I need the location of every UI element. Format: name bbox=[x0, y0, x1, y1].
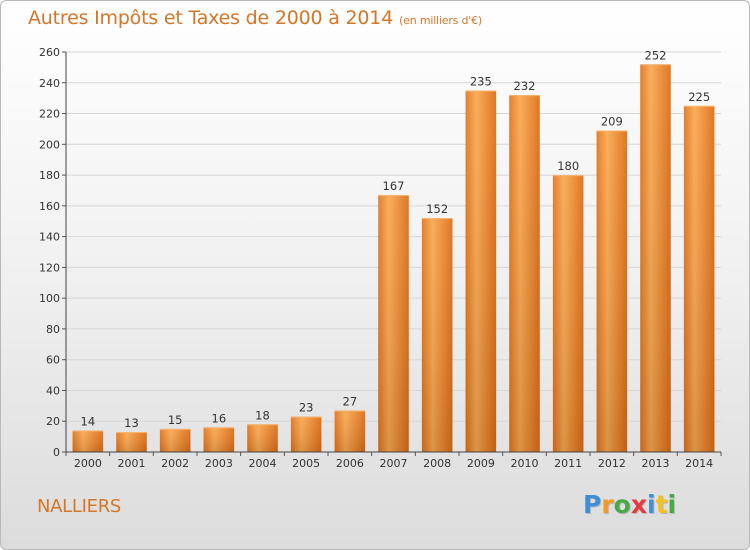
x-tick-label: 2014 bbox=[685, 457, 713, 470]
y-tick-label: 120 bbox=[39, 261, 60, 274]
bar-shade bbox=[509, 95, 540, 453]
logo-letter: i bbox=[667, 490, 677, 519]
data-label: 209 bbox=[601, 114, 623, 128]
data-label: 252 bbox=[645, 48, 667, 62]
y-tick-label: 100 bbox=[39, 292, 60, 305]
x-tick-label: 2007 bbox=[380, 457, 408, 470]
x-tick-label: 2013 bbox=[642, 457, 670, 470]
logo-letter: r bbox=[601, 490, 614, 519]
bar-shade bbox=[378, 195, 409, 453]
x-tick-label: 2005 bbox=[292, 457, 320, 470]
data-label: 235 bbox=[470, 74, 492, 88]
y-tick-label: 40 bbox=[46, 384, 60, 397]
commune-name: NALLIERS bbox=[37, 496, 122, 517]
y-tick-label: 220 bbox=[39, 108, 60, 121]
y-tick-label: 60 bbox=[46, 354, 60, 367]
x-tick-label: 2000 bbox=[74, 457, 102, 470]
y-tick-label: 20 bbox=[46, 415, 60, 428]
x-tick-label: 2004 bbox=[249, 457, 277, 470]
x-tick-label: 2006 bbox=[336, 457, 364, 470]
y-tick-label: 180 bbox=[39, 169, 60, 182]
y-tick-label: 140 bbox=[39, 231, 60, 244]
logo-letter: x bbox=[630, 490, 647, 519]
bar-shade bbox=[290, 416, 322, 452]
x-tick-label: 2002 bbox=[161, 457, 189, 470]
bar-shade bbox=[247, 424, 278, 452]
y-tick-label: 240 bbox=[39, 77, 60, 90]
y-tick-label: 260 bbox=[39, 46, 60, 59]
bar-shade bbox=[465, 90, 497, 452]
bar-shade bbox=[334, 410, 366, 452]
data-label: 232 bbox=[514, 79, 536, 93]
bar-shade bbox=[72, 430, 104, 452]
x-axis: 2000 2001 2002 2003 2004 2005 2006 2007 2008 2009… bbox=[65, 451, 722, 470]
y-tick-label: 0 bbox=[53, 446, 60, 459]
bar-shade bbox=[203, 427, 235, 452]
y-tick-label: 200 bbox=[39, 138, 60, 151]
logo-letter: P bbox=[583, 490, 602, 519]
proxiti-logo[interactable]: Proxiti bbox=[583, 490, 676, 519]
x-tick-label: 2009 bbox=[467, 457, 495, 470]
x-tick-label: 2008 bbox=[423, 457, 451, 470]
data-label: 14 bbox=[81, 414, 96, 428]
data-label: 15 bbox=[168, 413, 183, 427]
logo-letter: i bbox=[647, 490, 656, 519]
data-label: 167 bbox=[383, 179, 405, 193]
bar-shade bbox=[116, 432, 147, 452]
chart-title-text: Autres Impôts et Taxes de 2000 à 2014 bbox=[28, 7, 394, 29]
x-tick-label: 2011 bbox=[554, 457, 582, 470]
x-tick-label: 2010 bbox=[511, 457, 539, 470]
y-tick-label: 80 bbox=[46, 323, 60, 336]
chart-title: Autres Impôts et Taxes de 2000 à 2014 (en… bbox=[28, 7, 482, 29]
chart-subtitle: (en milliers d'€) bbox=[399, 14, 482, 27]
x-tick-label: 2012 bbox=[598, 457, 626, 470]
data-label: 13 bbox=[124, 416, 139, 430]
data-label: 180 bbox=[557, 159, 579, 173]
y-axis: 0 20 40 60 80 100 120 140 160 180 200 220 240 260 bbox=[39, 46, 67, 459]
bar-shade bbox=[683, 105, 715, 452]
data-label: 16 bbox=[212, 411, 227, 425]
bar-shade bbox=[596, 130, 628, 452]
bar-shade bbox=[159, 428, 191, 452]
x-tick-label: 2003 bbox=[205, 457, 233, 470]
logo-letter: t bbox=[655, 490, 668, 519]
bar-shade bbox=[640, 64, 671, 453]
x-tick-label: 2001 bbox=[118, 457, 146, 470]
logo-letter: o bbox=[613, 490, 631, 519]
bar-shade bbox=[552, 175, 584, 453]
data-label: 23 bbox=[299, 401, 314, 415]
y-tick-label: 160 bbox=[39, 200, 60, 213]
data-label: 27 bbox=[343, 394, 358, 408]
data-label: 18 bbox=[255, 408, 270, 422]
bar-shade bbox=[421, 218, 453, 452]
bars: 14 13 15 16 18 23 27 167 152 235 232 180 209 252 225 bbox=[72, 48, 715, 453]
data-label: 225 bbox=[688, 90, 710, 104]
data-label: 152 bbox=[426, 202, 448, 216]
